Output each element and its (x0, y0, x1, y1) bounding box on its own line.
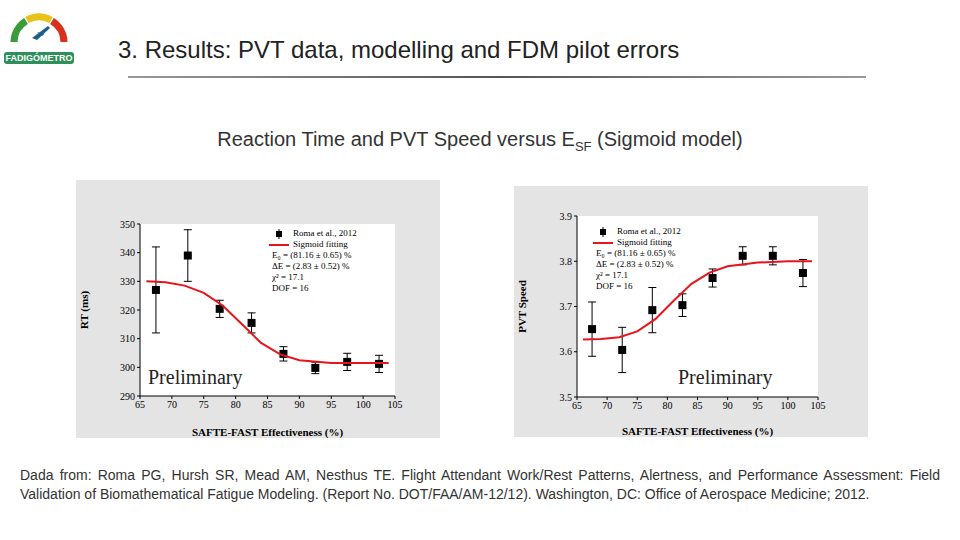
html-text:DOF = 16: DOF = 16 (272, 283, 309, 293)
svg-text:3.8: 3.8 (560, 256, 573, 267)
svg-text:RT (ms): RT (ms) (78, 291, 91, 330)
svg-text:100: 100 (356, 399, 371, 410)
svg-text:70: 70 (602, 400, 612, 411)
svg-text:330: 330 (120, 276, 135, 287)
svg-text:80: 80 (662, 400, 672, 411)
svg-text:PVT Speed: PVT Speed (516, 280, 528, 333)
svg-text:350: 350 (120, 219, 135, 230)
svg-text:3.5: 3.5 (560, 392, 573, 403)
html-text:Dada from: Roma PG, Hursh SR,: Dada from: Roma PG, Hursh SR, Mead AM, N… (20, 467, 940, 502)
svg-text:80: 80 (231, 399, 241, 410)
html-text:DOF = 16: DOF = 16 (596, 281, 633, 291)
html-text:Preliminary: Preliminary (678, 366, 773, 388)
svg-text:100: 100 (780, 400, 795, 411)
html-text:E₀ = (81.16 ± 0.65) %: E₀ = (81.16 ± 0.65) % (272, 250, 352, 260)
html-text:3. Results: PVT data, modellin: 3. Results: PVT data, modelling and FDM … (118, 36, 680, 63)
svg-text:105: 105 (388, 399, 403, 410)
svg-text:95: 95 (753, 400, 763, 411)
svg-text:3.7: 3.7 (560, 301, 573, 312)
svg-text:75: 75 (199, 399, 209, 410)
html-text:χ² = 17.1: χ² = 17.1 (272, 272, 304, 282)
svg-text:65: 65 (135, 399, 145, 410)
svg-text:90: 90 (294, 399, 304, 410)
html-text:FADIGÓMETRO: FADIGÓMETRO (5, 53, 73, 63)
svg-text:3.6: 3.6 (560, 346, 573, 357)
svg-text:310: 310 (120, 333, 135, 344)
svg-text:320: 320 (120, 305, 135, 316)
html-text:Sigmoid fitting: Sigmoid fitting (293, 239, 348, 249)
html-text:ΔE = (2.83 ± 0.52) %: ΔE = (2.83 ± 0.52) % (272, 261, 350, 271)
html-text:Sigmoid fitting: Sigmoid fitting (617, 237, 672, 247)
svg-text:75: 75 (632, 400, 642, 411)
svg-text:3.9: 3.9 (560, 211, 573, 222)
svg-text:290: 290 (120, 391, 135, 402)
svg-text:SAFTE-FAST Effectiveness (%): SAFTE-FAST Effectiveness (%) (622, 425, 773, 437)
svg-text:65: 65 (572, 400, 582, 411)
svg-text:300: 300 (120, 362, 135, 373)
svg-text:85: 85 (693, 400, 703, 411)
html-text:Preliminary: Preliminary (148, 366, 243, 388)
svg-text:SAFTE-FAST Effectiveness (%): SAFTE-FAST Effectiveness (%) (192, 426, 343, 438)
svg-text:70: 70 (167, 399, 177, 410)
html-text:Roma et al., 2012: Roma et al., 2012 (293, 228, 357, 238)
html-text:E₀ = (81.16 ± 0.65) %: E₀ = (81.16 ± 0.65) % (596, 248, 676, 258)
html-text:Reaction Time and PVT Speed ve: Reaction Time and PVT Speed versus ESF(S… (217, 128, 743, 154)
svg-text:340: 340 (120, 247, 135, 258)
html-text:Roma et al., 2012: Roma et al., 2012 (617, 226, 681, 236)
html-text:ΔE = (2.83 ± 0.52) %: ΔE = (2.83 ± 0.52) % (596, 259, 674, 269)
svg-text:90: 90 (723, 400, 733, 411)
svg-text:85: 85 (263, 399, 273, 410)
html-text:χ² = 17.1: χ² = 17.1 (596, 270, 628, 280)
svg-text:105: 105 (811, 400, 826, 411)
svg-text:95: 95 (326, 399, 336, 410)
